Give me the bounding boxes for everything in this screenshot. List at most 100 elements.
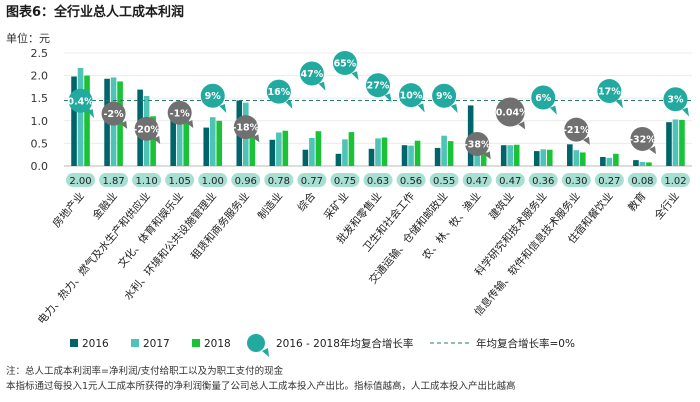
cagr-marker: 65% [332,51,359,81]
cagr-arrow-down [582,136,590,145]
cagr-label: -18% [232,123,259,134]
value-label-pill [594,173,624,187]
value-label: 0.47 [499,176,521,187]
value-label: 0.96 [235,176,257,187]
legend-swatch-2018 [192,339,200,347]
cagr-marker: -20% [133,116,160,145]
bar-2018 [546,149,553,166]
y-tick-label: 2.0 [31,70,49,83]
cagr-arrow-up [384,93,392,103]
bar-2017 [77,67,84,166]
value-label: 0.36 [532,176,554,187]
cagr-label: -2% [104,109,125,120]
value-label: 1.00 [202,176,224,187]
category-labels: 房地产业 金融业电力、热力、燃气及水生产和供应业文化、体育和娱乐业水利、环境和公共… [35,189,682,326]
value-label-pill [132,173,162,187]
cagr-markers: 0.4% -2% -20% -1% 9% -18% 16% 47% 65% 27% 10% 9% -38… [67,51,690,160]
cagr-bubble [200,83,225,108]
bar-2018 [183,118,189,166]
bar-2018 [679,119,685,166]
cagr-marker: -1% [167,100,194,129]
value-label: 0.08 [631,176,653,187]
value-label-pill [561,173,591,187]
value-label-pill [627,173,657,187]
cagr-bubble [465,132,490,156]
cagr-label: -0.04% [492,108,529,119]
bar-2018 [249,122,256,166]
cagr-marker: 0.4% [67,88,94,118]
value-label: 0.63 [367,176,389,187]
value-label: 2.00 [69,176,91,187]
cagr-label: 10% [400,91,423,102]
value-label-pill [66,173,96,187]
bar-2018 [613,153,619,166]
legend-label: 2016 [82,338,109,350]
cagr-bubble [134,116,159,141]
cagr-arrow-down [649,146,657,155]
legend-swatch-2017 [131,339,139,347]
value-label: 1.02 [664,176,686,187]
cagr-label: -21% [563,125,590,136]
value-label-pill [660,173,690,187]
cagr-bubble [399,83,424,108]
bar-2017 [309,137,315,166]
value-label: 1.05 [169,176,191,187]
cagr-arrow-down [186,120,194,129]
value-label-pill [528,173,558,187]
bar-2016 [170,117,176,166]
bar-2017 [209,117,216,166]
bar-2016 [335,153,342,166]
bar-2016 [71,76,77,166]
cagr-marker: 9% [200,83,227,113]
value-label: 0.27 [598,176,620,187]
bar-2016 [434,147,441,166]
legend-swatch-2016 [70,339,78,347]
value-label: 0.75 [334,176,356,187]
cagr-bubble [366,73,390,98]
cagr-marker: -32% [629,126,657,155]
value-label: 0.55 [433,176,455,187]
cagr-arrow-up [219,103,227,113]
cagr-bubble [332,51,357,75]
category-label: 租赁和商务服务业 [188,190,252,263]
bar-2018 [282,130,289,166]
y-tick-label: 0.5 [31,137,49,150]
category-label: 全行业 [652,190,682,222]
cagr-arrow-up [285,99,293,109]
cagr-marker: 3% [663,87,690,117]
bar-2018 [580,152,586,166]
cagr-bubble [299,61,324,86]
value-label-strip: 2.00 1.87 1.10 1.05 1.00 0.96 0.78 0.77 0.75 0.63… [66,173,690,187]
cagr-bubble [266,79,291,104]
cagr-marker: -38% [464,132,491,160]
chart-title: 图表6：全行业总人工成本利润 [6,4,184,20]
bar-2018 [447,141,454,166]
bar-2016 [633,160,639,166]
cagr-label: -32% [629,134,656,145]
bar-2017 [276,132,282,166]
bar-2018 [381,137,388,166]
value-label-pill [99,173,129,187]
bar-2016 [302,149,309,166]
bar-2016 [533,151,540,166]
y-tick-label: 1.0 [31,115,49,128]
bar-2017 [408,145,414,166]
category-label: 制造业 [255,190,285,222]
category-label: 农、林、牧、渔业 [420,190,484,263]
cagr-bubble [564,117,589,142]
bar-2016 [600,156,606,166]
cagr-arrow-up [318,81,326,91]
cagr-marker: 6% [531,85,557,115]
bar-2016 [203,127,210,166]
bar-2017 [441,135,447,166]
cagr-marker: -21% [563,117,590,145]
legend-cagr-bubble [247,334,265,352]
bar-2017 [573,150,580,166]
value-label-pill [363,173,393,187]
bar-2016 [500,145,507,166]
bar-2018 [216,120,223,166]
cagr-label: 16% [267,87,290,98]
legend: 2016 2017 2018 2016 - 2018年均复合增长率 年均复合增长率=0% [70,334,575,357]
bar-2017 [540,149,547,166]
